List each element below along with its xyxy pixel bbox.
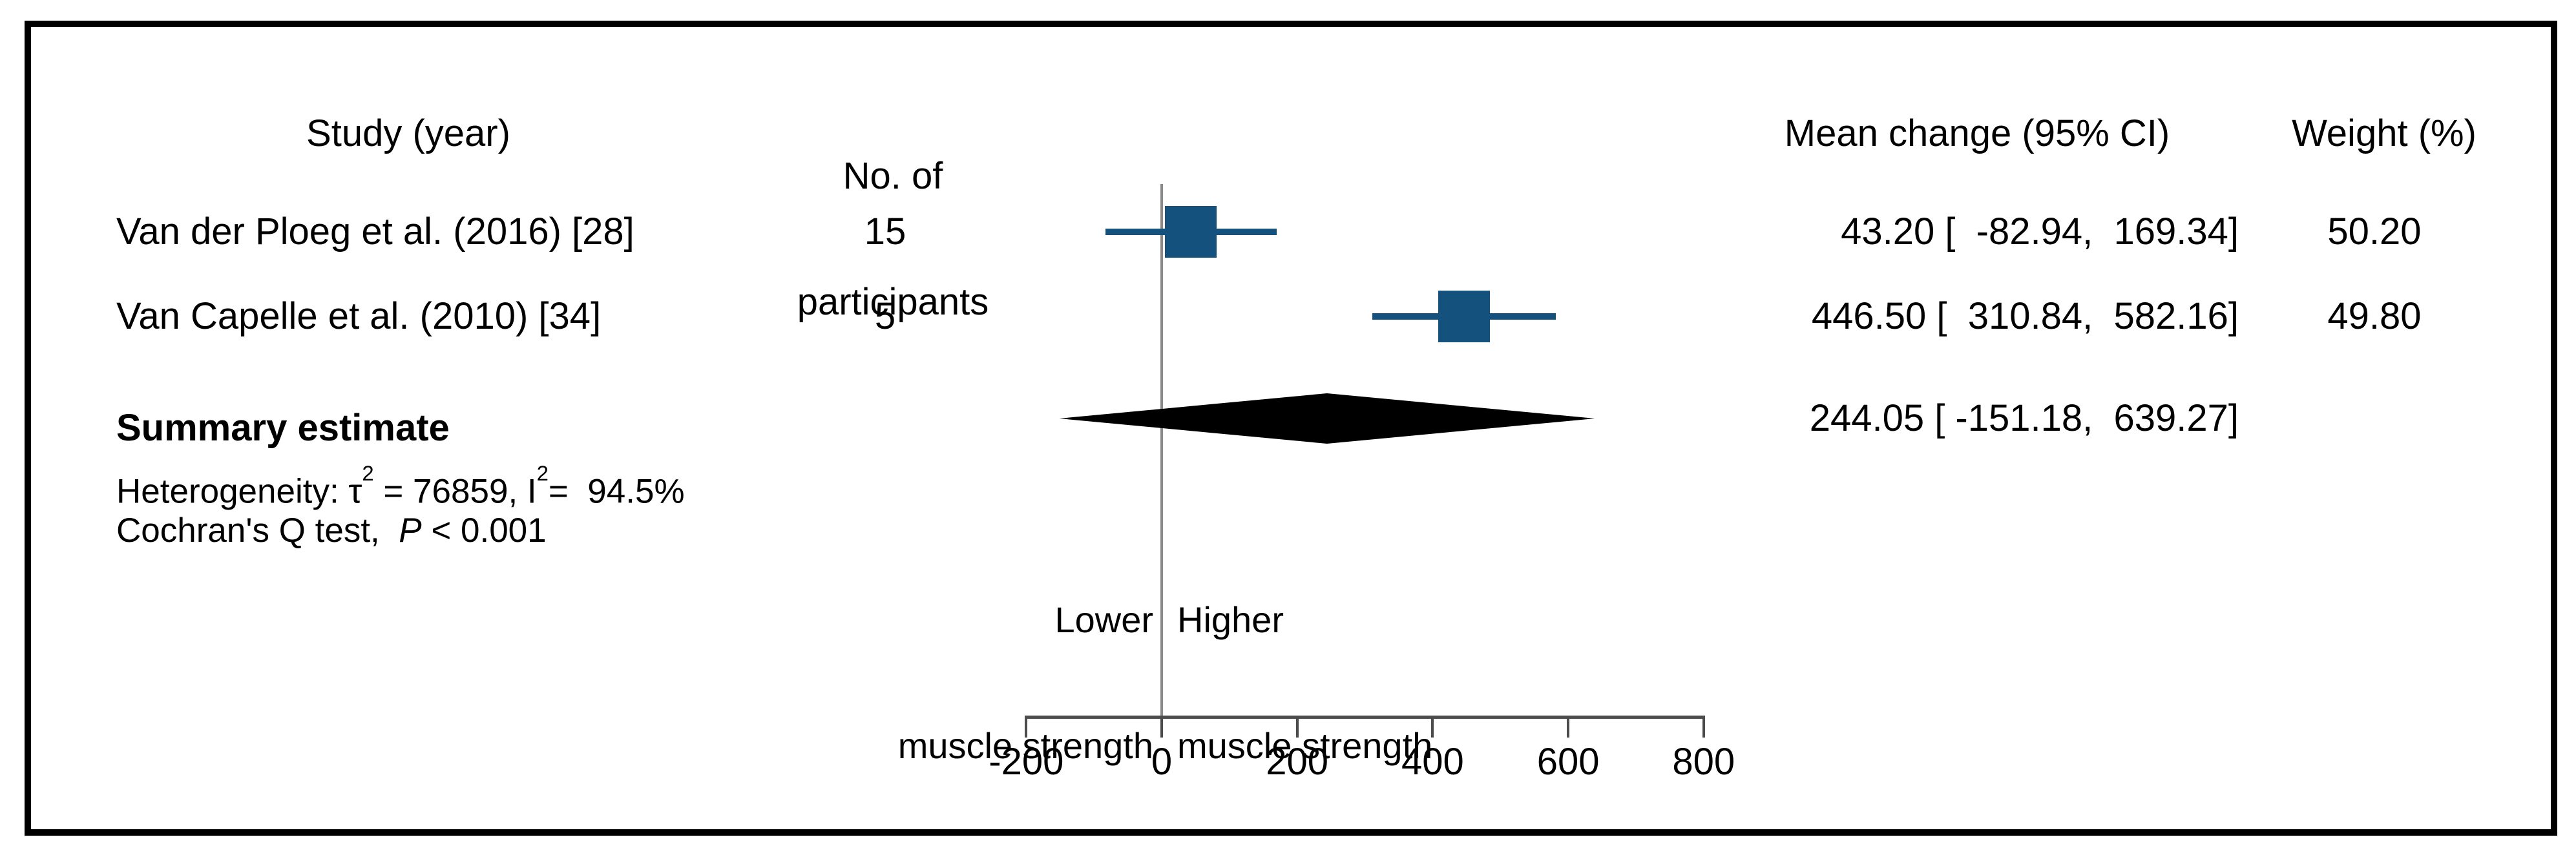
participants-value: 5 <box>874 295 896 337</box>
direction-label-higher-line3: after treatment <box>1177 851 1432 857</box>
heterogeneity-prefix: Heterogeneity: τ <box>116 472 362 511</box>
cochran-suffix: < 0.001 <box>421 511 547 550</box>
direction-label-lower-line2: muscle strength <box>897 725 1153 766</box>
study-label: Van Capelle et al. (2010) [34] <box>116 295 602 337</box>
direction-label-lower: Lower muscle strength after treatment <box>898 515 1153 857</box>
cochran-q-text: Cochran's Q test, P < 0.001 <box>116 510 547 552</box>
cochran-prefix: Cochran's Q test, <box>116 511 399 550</box>
column-header-participants-line1: No. of <box>843 155 943 197</box>
zero-reference-line <box>1160 184 1163 717</box>
x-axis-tick-label: -200 <box>989 741 1064 783</box>
x-axis-tick <box>1431 717 1434 738</box>
x-axis-tick-label: 400 <box>1401 741 1464 783</box>
x-axis-tick-label: 0 <box>1151 741 1173 783</box>
direction-label-higher: Higher muscle strength after treatment <box>1177 515 1432 857</box>
x-axis-tick <box>1160 717 1163 738</box>
x-axis-tick <box>1702 717 1705 738</box>
column-header-weight: Weight (%) <box>2292 112 2477 154</box>
mean-change-ci-value: 446.50 [ 310.84, 582.16] <box>1811 295 2239 337</box>
summary-estimate-label: Summary estimate <box>116 407 450 449</box>
x-axis-tick <box>1567 717 1570 738</box>
study-point-estimate-square <box>1165 206 1217 258</box>
column-header-participants: No. of participants <box>797 71 989 407</box>
x-axis-tick <box>1025 717 1028 738</box>
study-label: Van der Ploeg et al. (2016) [28] <box>116 211 634 253</box>
heterogeneity-suffix: = 94.5% <box>548 472 685 511</box>
direction-label-higher-line2: muscle strength <box>1177 725 1433 766</box>
direction-label-lower-line3: after treatment <box>898 851 1153 857</box>
study-point-estimate-square <box>1438 291 1491 342</box>
tau-squared-superscript: 2 <box>362 460 374 485</box>
x-axis-tick-label: 800 <box>1672 741 1735 783</box>
weight-value: 49.80 <box>2327 295 2422 337</box>
heterogeneity-mid: = 76859, I <box>373 472 537 511</box>
figure-border <box>25 21 2557 836</box>
column-header-study: Study (year) <box>306 112 510 154</box>
x-axis-tick-label: 600 <box>1536 741 1600 783</box>
weight-value: 50.20 <box>2327 211 2422 253</box>
column-header-mean-change: Mean change (95% CI) <box>1784 112 2170 154</box>
direction-label-higher-line1: Higher <box>1177 599 1284 640</box>
i-squared-superscript: 2 <box>536 460 549 485</box>
heterogeneity-text: Heterogeneity: τ2 = 76859, I2= 94.5% <box>116 460 685 513</box>
summary-ci-value: 244.05 [ -151.18, 639.27] <box>1809 397 2239 439</box>
x-axis-tick <box>1295 717 1299 738</box>
mean-change-ci-value: 43.20 [ -82.94, 169.34] <box>1841 211 2239 253</box>
x-axis-tick-label: 200 <box>1266 741 1329 783</box>
direction-label-lower-line1: Lower <box>1054 599 1153 640</box>
column-header-participants-line2: participants <box>797 281 989 323</box>
x-axis-line <box>1025 716 1705 719</box>
p-value-symbol: P <box>399 511 422 550</box>
participants-value: 15 <box>864 211 906 253</box>
